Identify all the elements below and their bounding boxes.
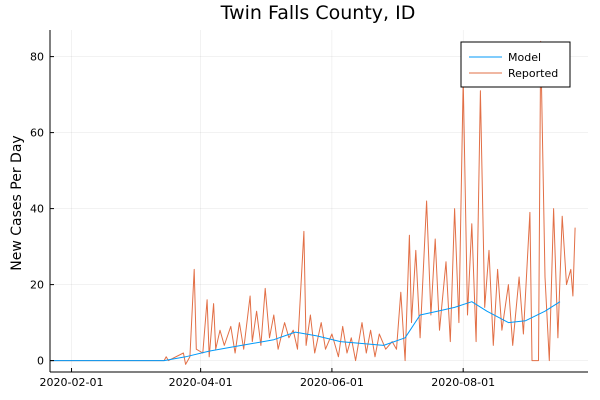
chart-title: Twin Falls County, ID <box>220 2 416 24</box>
y-tick-label: 60 <box>30 127 44 140</box>
x-tick-label: 2020-06-01 <box>300 376 364 389</box>
y-axis-label: New Cases Per Day <box>9 135 25 270</box>
ticks: 0 20 40 60 80 2020-02-01 2020-04-01 2020-06-01 2… <box>30 51 495 389</box>
x-tick-label: 2020-08-01 <box>431 376 495 389</box>
series-line-reported <box>50 40 576 365</box>
series-layer <box>50 40 576 365</box>
legend: Model Reported <box>460 41 571 88</box>
legend-box <box>460 41 571 88</box>
legend-model-label: Model <box>508 51 541 64</box>
legend-reported-label: Reported <box>508 67 558 80</box>
y-tick-label: 0 <box>37 355 44 368</box>
x-tick-label: 2020-02-01 <box>40 376 104 389</box>
x-tick-label: 2020-04-01 <box>169 376 233 389</box>
series-line-model <box>50 301 561 362</box>
y-tick-label: 20 <box>30 279 44 292</box>
axes <box>49 30 588 373</box>
y-tick-label: 40 <box>30 203 44 216</box>
y-tick-label: 80 <box>30 51 44 64</box>
